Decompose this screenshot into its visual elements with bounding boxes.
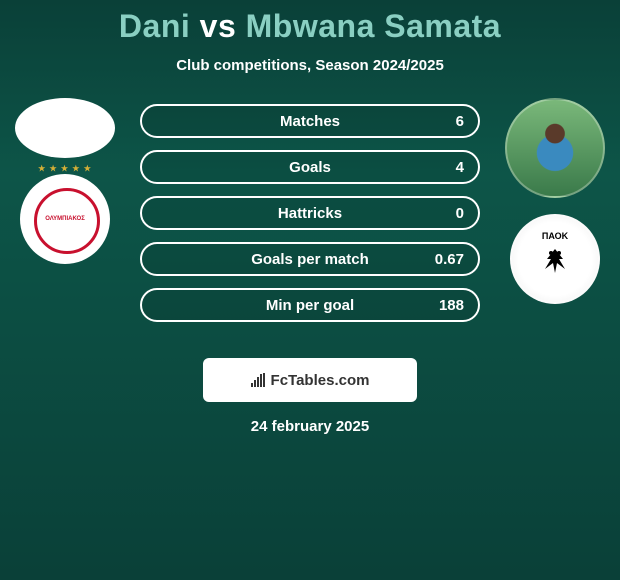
stat-row-min-per-goal: Min per goal 188 <box>140 288 480 322</box>
club-badge-text: ΟΛΥΜΠΙΑΚΟΣ <box>45 216 85 223</box>
stat-row-hattricks: Hattricks 0 <box>140 196 480 230</box>
stat-label: Goals per match <box>142 251 478 268</box>
subtitle: Club competitions, Season 2024/2025 <box>0 57 620 74</box>
stat-right-value: 0 <box>456 205 464 222</box>
bars-icon <box>251 373 265 387</box>
page-title: Dani vs Mbwana Samata <box>0 8 620 45</box>
stat-label: Goals <box>142 159 478 176</box>
site-label: FcTables.com <box>271 372 370 389</box>
stats-area: ★ ★ ★ ★ ★ ΟΛΥΜΠΙΑΚΟΣ ΠΑΟΚ Match <box>0 98 620 338</box>
stat-label: Min per goal <box>142 297 478 314</box>
stat-right-value: 188 <box>439 297 464 314</box>
comparison-card: Dani vs Mbwana Samata Club competitions,… <box>0 0 620 435</box>
stat-label: Hattricks <box>142 205 478 222</box>
eagle-icon <box>537 245 573 283</box>
left-player-column: ★ ★ ★ ★ ★ ΟΛΥΜΠΙΑΚΟΣ <box>10 98 120 264</box>
stat-rows: Matches 6 Goals 4 Hattricks 0 Goals per … <box>140 104 480 322</box>
stat-label: Matches <box>142 113 478 130</box>
site-badge[interactable]: FcTables.com <box>203 358 417 402</box>
player1-club-badge: ★ ★ ★ ★ ★ ΟΛΥΜΠΙΑΚΟΣ <box>20 174 110 264</box>
player1-name: Dani <box>119 8 190 44</box>
player1-photo <box>15 98 115 158</box>
right-player-column: ΠΑΟΚ <box>500 98 610 304</box>
player2-name: Mbwana Samata <box>246 8 501 44</box>
stat-row-matches: Matches 6 <box>140 104 480 138</box>
date: 24 february 2025 <box>0 418 620 435</box>
club-stars: ★ ★ ★ ★ ★ <box>38 164 92 173</box>
stat-right-value: 6 <box>456 113 464 130</box>
stat-right-value: 0.67 <box>435 251 464 268</box>
stat-right-value: 4 <box>456 159 464 176</box>
stat-row-goals: Goals 4 <box>140 150 480 184</box>
player2-photo <box>505 98 605 198</box>
club-badge-text: ΠΑΟΚ <box>538 230 572 242</box>
stat-row-goals-per-match: Goals per match 0.67 <box>140 242 480 276</box>
player2-club-badge: ΠΑΟΚ <box>510 214 600 304</box>
vs-text: vs <box>200 8 237 44</box>
